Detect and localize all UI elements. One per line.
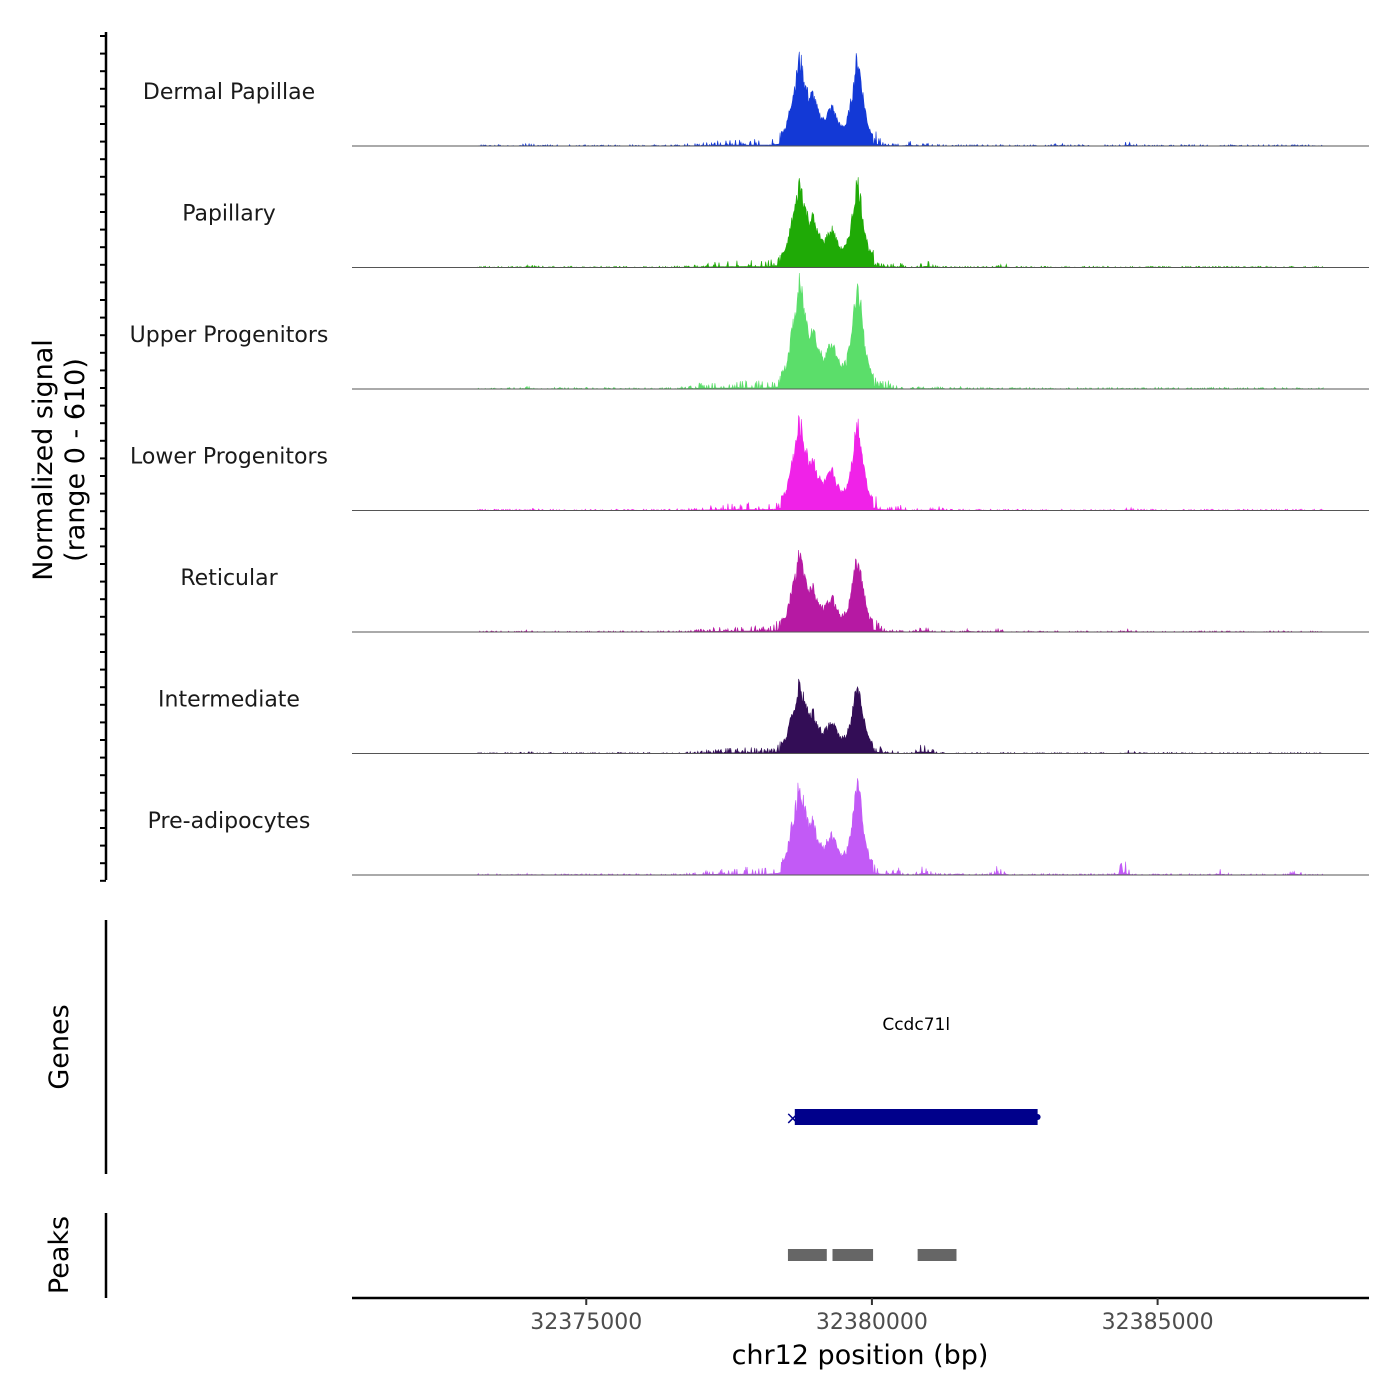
genes-track-title: Genes <box>44 1004 75 1089</box>
coverage-area <box>477 51 1324 147</box>
coverage-track: Papillary <box>182 177 1369 269</box>
coverage-area <box>477 678 1324 755</box>
coverage-track: Upper Progenitors <box>130 272 1369 390</box>
track-label: Dermal Papillae <box>143 80 315 105</box>
track-label: Papillary <box>182 202 276 227</box>
coverage-area <box>477 177 1324 269</box>
coverage-area <box>477 272 1324 390</box>
peak-region <box>917 1249 957 1261</box>
coverage-track: Pre-adipocytes <box>148 778 1369 876</box>
gene-label: Ccdc71l <box>882 1015 950 1035</box>
x-axis-ticks: 32375000 32380000 32385000 <box>530 1298 1214 1335</box>
track-label: Reticular <box>180 566 278 591</box>
x-tick-label: 32380000 <box>816 1310 928 1335</box>
coverage-area <box>477 778 1324 876</box>
coverage-area <box>477 549 1324 633</box>
coverage-track: Dermal Papillae <box>143 51 1369 147</box>
peaks-track-title: Peaks <box>44 1216 75 1294</box>
x-tick-label: 32385000 <box>1102 1310 1214 1335</box>
y-axis-ticks <box>100 35 106 882</box>
track-label: Upper Progenitors <box>130 323 329 348</box>
coverage-track: Intermediate <box>158 678 1369 755</box>
y-axis-range: (range 0 - 610) <box>60 358 91 562</box>
coverage-track: Lower Progenitors <box>130 415 1369 512</box>
gene-strand-marker: × <box>785 1108 800 1129</box>
peaks-track <box>787 1249 957 1261</box>
track-label: Lower Progenitors <box>130 445 328 470</box>
x-tick-label: 32375000 <box>530 1310 642 1335</box>
track-label: Intermediate <box>158 688 300 713</box>
coverage-area <box>477 415 1324 512</box>
x-axis-title: chr12 position (bp) <box>732 1340 989 1371</box>
track-label: Pre-adipocytes <box>148 809 311 834</box>
gene-body <box>794 1109 1038 1125</box>
genes-track: × Ccdc71l <box>785 1015 1041 1129</box>
y-axis-title: Normalized signal <box>28 339 59 581</box>
coverage-tracks: Dermal Papillae Papillary Upper Progenitor… <box>130 51 1369 876</box>
peak-region <box>787 1249 827 1261</box>
peak-region <box>832 1249 874 1261</box>
gene-end-marker <box>1034 1114 1041 1120</box>
coverage-track: Reticular <box>180 549 1369 633</box>
